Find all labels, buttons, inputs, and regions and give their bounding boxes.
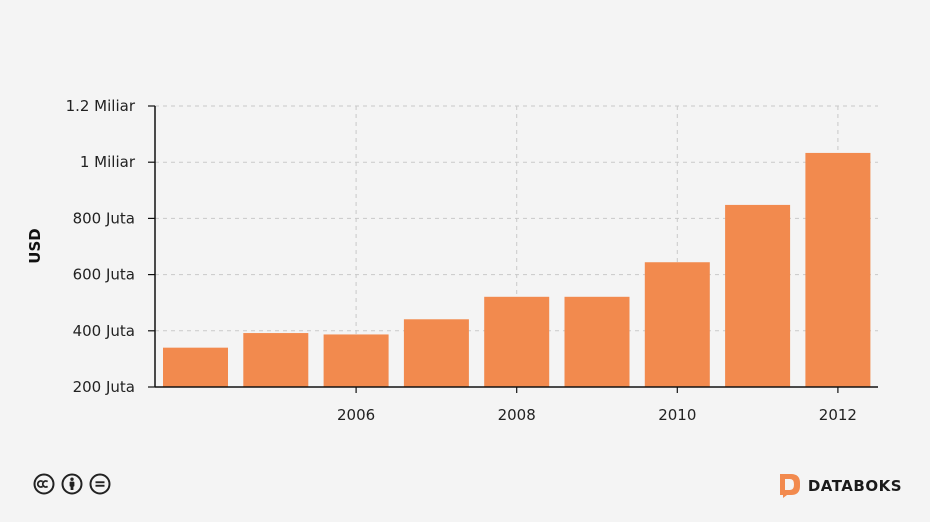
y-tick-labels: 200 Juta 400 Juta 600 Juta 800 Juta 1 Miliar… — [66, 97, 136, 396]
x-tick-label: 2008 — [498, 406, 536, 424]
bar-2004[interactable] — [163, 347, 228, 387]
cc-icon — [33, 473, 55, 495]
bar-2005[interactable] — [243, 333, 309, 387]
y-tick-label: 1 Miliar — [80, 153, 136, 171]
nd-icon — [89, 473, 111, 495]
x-tick-label: 2006 — [337, 406, 375, 424]
license-icons[interactable] — [33, 473, 111, 495]
bar-2008[interactable] — [484, 296, 550, 387]
y-tick-label: 1.2 Miliar — [66, 97, 136, 115]
footer: DATABOKS — [0, 470, 930, 500]
y-axis-title: USD — [26, 228, 44, 263]
databoks-logo-icon — [779, 474, 800, 498]
bar-2012[interactable] — [805, 152, 871, 387]
bars — [163, 152, 871, 387]
bar-2011[interactable] — [725, 204, 791, 387]
y-tick-label: 600 Juta — [73, 266, 135, 284]
y-tick-label: 800 Juta — [73, 209, 135, 227]
axes — [148, 105, 878, 393]
y-tick-label: 400 Juta — [73, 322, 135, 340]
x-tick-labels: 2006 2008 2010 2012 — [337, 406, 857, 424]
x-tick-label: 2012 — [819, 406, 857, 424]
brand-name: DATABOKS — [807, 477, 902, 495]
bar-2010[interactable] — [644, 262, 710, 387]
databoks-logo[interactable]: DATABOKS — [778, 473, 902, 499]
bar-2007[interactable] — [403, 319, 469, 387]
y-tick-label: 200 Juta — [73, 378, 135, 396]
bar-2006[interactable] — [323, 334, 389, 387]
by-icon — [61, 473, 83, 495]
x-tick-label: 2010 — [658, 406, 696, 424]
bar-chart: 200 Juta 400 Juta 600 Juta 800 Juta 1 Miliar… — [26, 97, 878, 424]
bar-2009[interactable] — [564, 296, 630, 387]
